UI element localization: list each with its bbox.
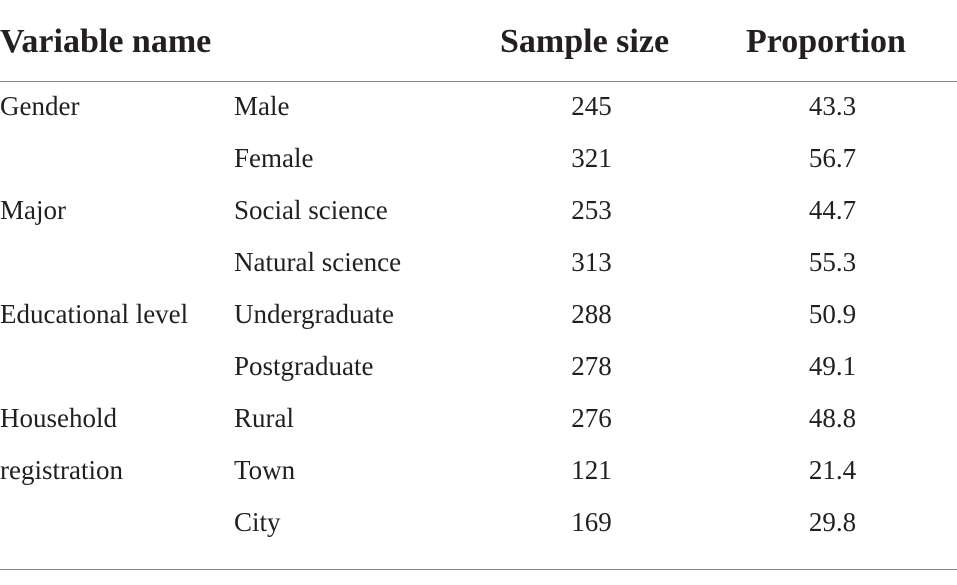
- variable-cell: Educational level: [0, 299, 189, 329]
- category-cell: Town: [234, 455, 296, 485]
- proportion-cell: 29.8: [808, 507, 857, 537]
- sample-size-cell: 121: [571, 455, 612, 485]
- sample-size-cell: 245: [571, 91, 612, 121]
- variable-cell: Major: [0, 195, 66, 225]
- proportion-cell: 55.3: [808, 247, 857, 277]
- category-cell: Social science: [234, 195, 388, 225]
- header-sample-size: Sample size: [500, 23, 670, 60]
- header-proportion: Proportion: [746, 23, 906, 60]
- category-cell: Natural science: [234, 247, 402, 277]
- category-cell: Undergraduate: [234, 299, 394, 329]
- category-cell: Postgraduate: [234, 351, 374, 381]
- sample-size-cell: 313: [571, 247, 612, 277]
- variable-cell: Gender: [0, 91, 80, 121]
- variable-cell: registration: [0, 455, 123, 485]
- variable-cell: Household: [0, 403, 117, 433]
- proportion-cell: 48.8: [808, 403, 857, 433]
- category-cell: City: [234, 507, 281, 537]
- proportion-cell: 50.9: [808, 299, 857, 329]
- sample-size-cell: 276: [571, 403, 612, 433]
- category-cell: Male: [234, 91, 290, 121]
- proportion-cell: 21.4: [808, 455, 857, 485]
- header-rule: [0, 81, 957, 82]
- sample-size-cell: 321: [571, 143, 612, 173]
- proportion-cell: 49.1: [808, 351, 857, 381]
- category-cell: Female: [234, 143, 314, 173]
- header-variable-name: Variable name: [0, 23, 212, 60]
- sample-size-cell: 278: [571, 351, 612, 381]
- bottom-rule: [0, 569, 957, 570]
- sample-size-cell: 288: [571, 299, 612, 329]
- sample-size-cell: 169: [571, 507, 612, 537]
- sample-size-cell: 253: [571, 195, 612, 225]
- proportion-cell: 44.7: [808, 195, 857, 225]
- category-cell: Rural: [234, 403, 294, 433]
- proportion-cell: 43.3: [808, 91, 857, 121]
- proportion-cell: 56.7: [808, 143, 857, 173]
